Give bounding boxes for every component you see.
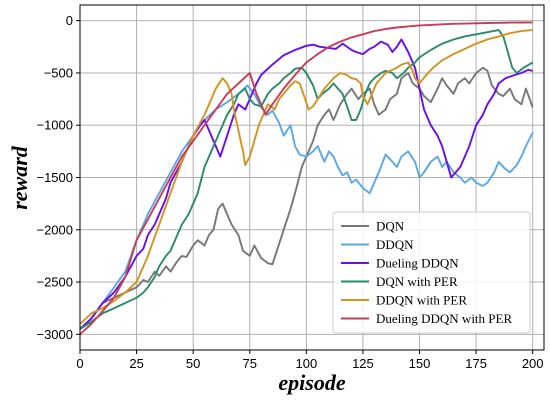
x-tick-label: 150 <box>409 356 431 371</box>
legend-label: Dueling DDQN <box>376 256 459 271</box>
series-line-dueling-ddqn <box>79 38 533 330</box>
x-tick-label: 25 <box>129 356 143 371</box>
x-tick-label: 0 <box>76 356 83 371</box>
y-tick-label: −2000 <box>36 222 73 237</box>
x-axis-title: episode <box>278 370 345 395</box>
y-tick-label: −1500 <box>36 170 73 185</box>
series-line-dqn-with-per <box>79 29 534 330</box>
legend-label: DDQN with PER <box>376 293 467 308</box>
y-tick-label: −500 <box>44 65 73 80</box>
legend-label: DQN with PER <box>376 274 458 289</box>
series-line-dqn <box>79 66 534 330</box>
x-tick-label: 50 <box>186 356 200 371</box>
x-tick-label: 125 <box>352 356 374 371</box>
x-tick-label: 175 <box>465 356 487 371</box>
legend: DQN DDQN Dueling DDQN DQN with PER DDQN with… <box>332 211 531 334</box>
x-tick-label: 75 <box>243 356 257 371</box>
y-tick-label: −3000 <box>36 327 73 342</box>
series-line-dueling-ddqn-with-per <box>79 21 533 335</box>
y-tick-label: −1000 <box>36 118 73 133</box>
legend-box <box>332 211 531 334</box>
legend-label: DDQN <box>376 237 414 252</box>
y-tick-label: −2500 <box>36 275 73 290</box>
y-axis-ticks: 0 −500 −1000 −1500 −2000 −2500 −3000 <box>36 13 80 342</box>
x-tick-label: 100 <box>295 356 317 371</box>
x-tick-label: 200 <box>522 356 544 371</box>
x-axis-ticks: 0 25 50 75 100 125 150 175 200 <box>76 350 544 371</box>
legend-label: DQN <box>376 219 405 234</box>
series-lines <box>79 21 534 335</box>
series-line-ddqn-with-per <box>79 29 533 325</box>
legend-label: Dueling DDQN with PER <box>376 311 512 326</box>
y-tick-label: 0 <box>66 13 73 28</box>
y-axis-title: reward <box>7 145 32 210</box>
